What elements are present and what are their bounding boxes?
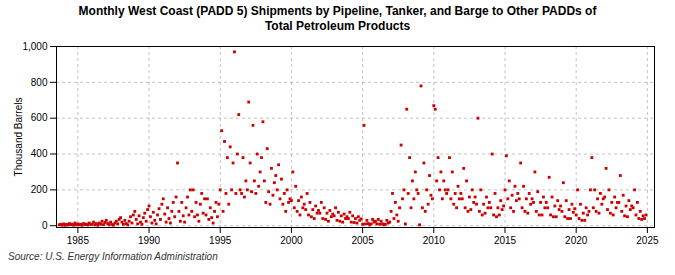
svg-text:200: 200 [31, 184, 48, 195]
svg-text:2015: 2015 [494, 235, 517, 246]
html-text:Monthly West Coast (PADD 5) Sh: Monthly West Coast (PADD 5) Shipments by… [78, 4, 597, 33]
svg-text:1,000: 1,000 [22, 41, 47, 52]
svg-text:2025: 2025 [636, 235, 659, 246]
svg-text:Thousand Barrels: Thousand Barrels [13, 98, 24, 177]
svg-text:1995: 1995 [209, 235, 232, 246]
svg-text:1985: 1985 [67, 235, 90, 246]
svg-text:0: 0 [42, 220, 48, 231]
svg-text:2005: 2005 [351, 235, 374, 246]
svg-text:2020: 2020 [565, 235, 588, 246]
svg-text:800: 800 [31, 77, 48, 88]
svg-text:2000: 2000 [280, 235, 303, 246]
svg-text:600: 600 [31, 112, 48, 123]
svg-text:1990: 1990 [138, 235, 161, 246]
svg-text:400: 400 [31, 148, 48, 159]
svg-text:2010: 2010 [423, 235, 446, 246]
html-text:Source: U.S. Energy Informatio: Source: U.S. Energy Information Administ… [8, 251, 218, 262]
